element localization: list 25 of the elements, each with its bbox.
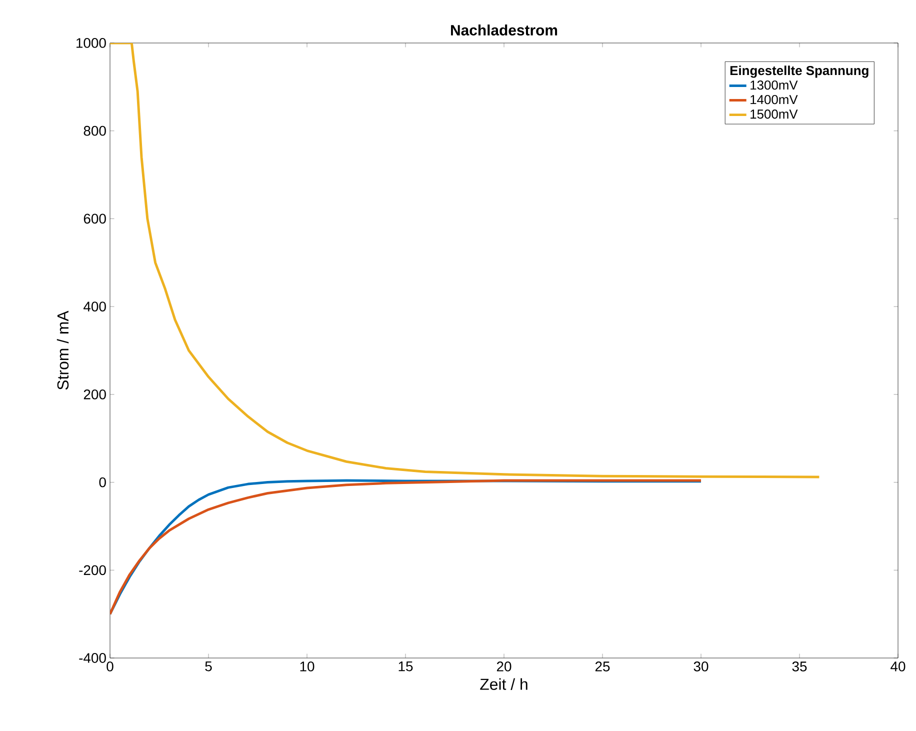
y-tick-label: -400 (79, 653, 106, 663)
legend-label: 1500mV (750, 110, 798, 119)
x-tick-label: 5 (205, 662, 212, 672)
x-axis-title: Zeit / h (480, 678, 528, 690)
y-tick-label: 400 (84, 302, 106, 312)
x-tick-label: 20 (496, 662, 512, 672)
y-tick-label: 600 (84, 214, 106, 224)
y-axis-title: Strom / mA (56, 310, 69, 390)
y-tick-label: 800 (84, 126, 106, 136)
y-tick-label: 0 (99, 477, 106, 488)
legend-label: 1300mV (750, 80, 798, 90)
line-series (110, 479, 702, 616)
y-tick-label: -200 (79, 565, 106, 576)
legend-title: Eingestellte Spannung (730, 66, 868, 78)
x-tick-label: 0 (106, 662, 114, 672)
y-tick-label: 1000 (76, 38, 106, 48)
x-tick-label: 25 (595, 662, 610, 672)
y-tick-label: 200 (84, 389, 106, 400)
x-tick-label: 40 (890, 662, 906, 672)
x-tick-label: 10 (300, 662, 314, 672)
legend-label: 1400mV (750, 95, 798, 104)
chart-title: Nachladestrom (451, 24, 558, 36)
x-tick-label: 35 (792, 662, 807, 672)
x-tick-label: 15 (398, 662, 413, 672)
x-tick-label: 30 (694, 662, 708, 672)
